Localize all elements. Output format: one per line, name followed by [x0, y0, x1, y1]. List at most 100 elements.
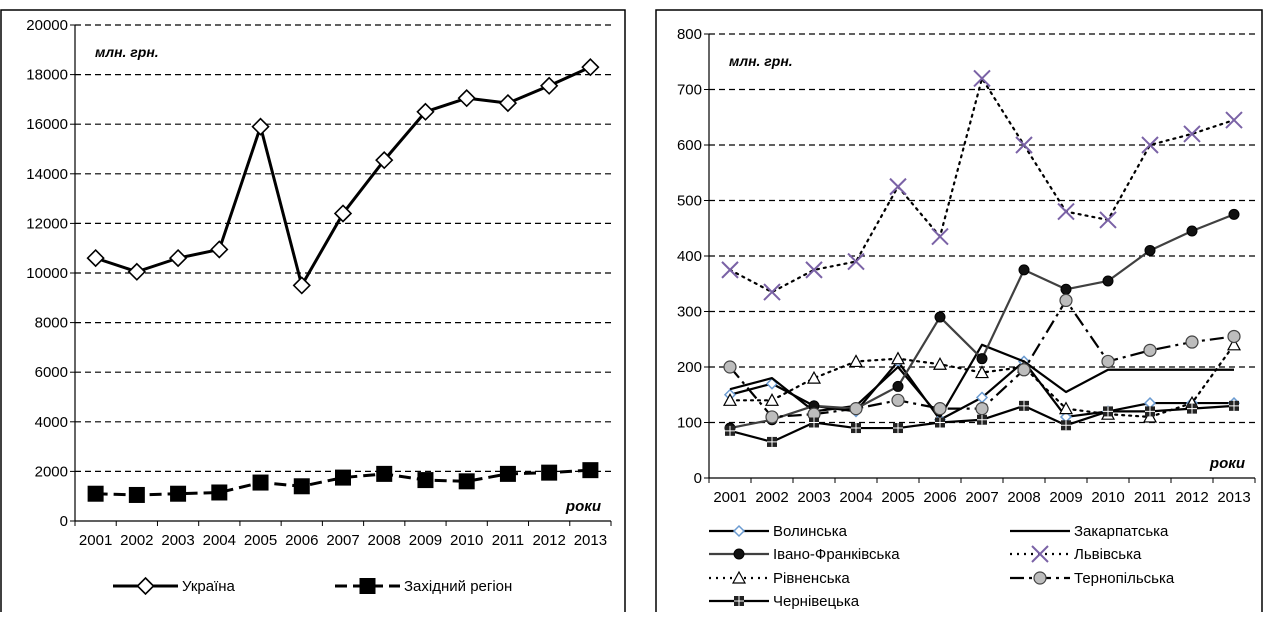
x-marker-stroke	[1057, 202, 1075, 221]
y-tick-label: 16000	[26, 116, 68, 133]
x-tick-label: 2006	[285, 532, 318, 549]
x-tick-label: 2009	[409, 532, 442, 549]
data-point-1	[417, 472, 434, 489]
data-point-0	[251, 117, 270, 136]
x-marker-stroke	[889, 177, 907, 196]
x-axis-name: роки	[1209, 455, 1245, 472]
data-point-1	[582, 462, 599, 479]
right-chart-svg: 0 100 200 300 400 500 600 700 800 2001 2002 2003 200…	[655, 9, 1263, 617]
square-marker-cross	[1061, 420, 1071, 431]
legend-label: Рівненська	[773, 570, 850, 587]
x-tick-label: 2002	[120, 532, 153, 549]
legend-swatch-marker	[734, 596, 744, 606]
x-tick-label: 2007	[965, 489, 998, 506]
data-point-6	[809, 417, 819, 428]
data-point-5	[1185, 335, 1199, 349]
chart-1: 0 2000 4000 6000 8000 10000 12000 14000 16000 180…	[0, 9, 626, 617]
chart-frame	[655, 9, 1263, 617]
y-tick-label: 18000	[26, 67, 68, 84]
unit-label: млн. грн.	[729, 53, 793, 69]
data-point-4	[974, 365, 990, 379]
data-point-1	[87, 485, 104, 502]
data-point-1	[376, 465, 393, 482]
square-marker-cross	[893, 423, 903, 434]
data-point-3	[1225, 111, 1243, 129]
legend-item-6: Чернівецька	[709, 593, 860, 610]
y-tick-label: 0	[694, 470, 702, 487]
square-marker-cross	[977, 414, 987, 425]
y-tick-label: 8000	[35, 315, 68, 332]
data-point-2	[1102, 275, 1114, 287]
square-marker-cross	[1229, 400, 1239, 411]
y-tick-label: 300	[677, 304, 702, 321]
x-marker-stroke	[805, 261, 823, 279]
data-point-6	[1103, 406, 1113, 417]
legend-label: Західний регіон	[404, 578, 512, 595]
data-point-4	[932, 356, 948, 370]
data-point-3	[847, 252, 865, 271]
data-point-4	[848, 354, 864, 368]
chart-frame	[0, 9, 626, 617]
data-point-3	[931, 227, 949, 246]
data-point-1	[335, 469, 351, 486]
x-axis-name: роки	[565, 498, 601, 515]
x-tick-label: 2013	[574, 532, 607, 549]
y-tick-label: 4000	[35, 414, 68, 431]
square-marker-cross	[734, 596, 744, 606]
x-tick-label: 2010	[450, 532, 483, 549]
x-marker-stroke	[1183, 125, 1201, 143]
x-tick-label: 2011	[1134, 489, 1166, 506]
data-point-3	[1057, 202, 1075, 221]
data-point-6	[935, 417, 945, 428]
x-marker-stroke	[1099, 211, 1117, 229]
data-point-0	[127, 262, 146, 281]
data-point-3	[1183, 125, 1201, 143]
data-point-6	[1019, 400, 1029, 411]
y-tick-label: 0	[60, 513, 68, 530]
x-tick-label: 2008	[368, 532, 401, 549]
x-tick-label: 2008	[1007, 489, 1040, 506]
data-point-5	[849, 402, 863, 416]
y-tick-label: 14000	[26, 166, 68, 183]
data-point-5	[1059, 293, 1073, 307]
legend-label: Україна	[182, 578, 236, 595]
square-marker-cross	[1145, 406, 1155, 417]
data-point-5	[933, 402, 947, 416]
data-point-2	[1186, 225, 1198, 237]
data-point-0	[457, 89, 476, 108]
x-tick-label: 2009	[1049, 489, 1082, 506]
x-tick-label: 2002	[755, 489, 788, 506]
data-point-1	[541, 464, 558, 481]
data-point-0	[498, 93, 518, 113]
x-tick-label: 2004	[839, 489, 872, 506]
data-point-5	[1101, 354, 1115, 369]
data-point-6	[725, 425, 735, 436]
x-tick-label: 2001	[79, 532, 112, 549]
data-point-2	[1060, 283, 1072, 295]
y-tick-label: 500	[677, 193, 702, 210]
y-tick-label: 600	[677, 137, 702, 154]
data-point-4	[722, 393, 738, 406]
y-tick-label: 200	[677, 359, 702, 376]
data-point-2	[1018, 264, 1030, 276]
legend-item-0: Волинська	[709, 523, 848, 540]
y-tick-label: 2000	[35, 463, 68, 480]
legend-item-3: Львівська	[1010, 545, 1142, 563]
legend-label: Івано-Франківська	[773, 546, 900, 563]
series-line-0	[95, 65, 592, 287]
legend-swatch-marker	[359, 578, 376, 594]
series-line-3	[728, 77, 1236, 294]
legend-item-1: Західний регіон	[335, 578, 512, 595]
data-point-3	[1099, 211, 1117, 229]
legend-label: Тернопільська	[1074, 570, 1175, 587]
legend-item-1: Закарпатська	[1010, 523, 1169, 540]
square-marker-cross	[725, 425, 735, 436]
legend-item-5: Тернопільська	[1010, 570, 1175, 587]
data-point-2	[976, 353, 988, 365]
x-marker-stroke	[763, 283, 781, 301]
legend-swatch-marker	[731, 570, 747, 584]
data-point-5	[1143, 343, 1157, 357]
data-point-5	[1017, 363, 1031, 377]
legend-swatch-marker	[136, 576, 155, 596]
data-point-0	[210, 240, 229, 259]
